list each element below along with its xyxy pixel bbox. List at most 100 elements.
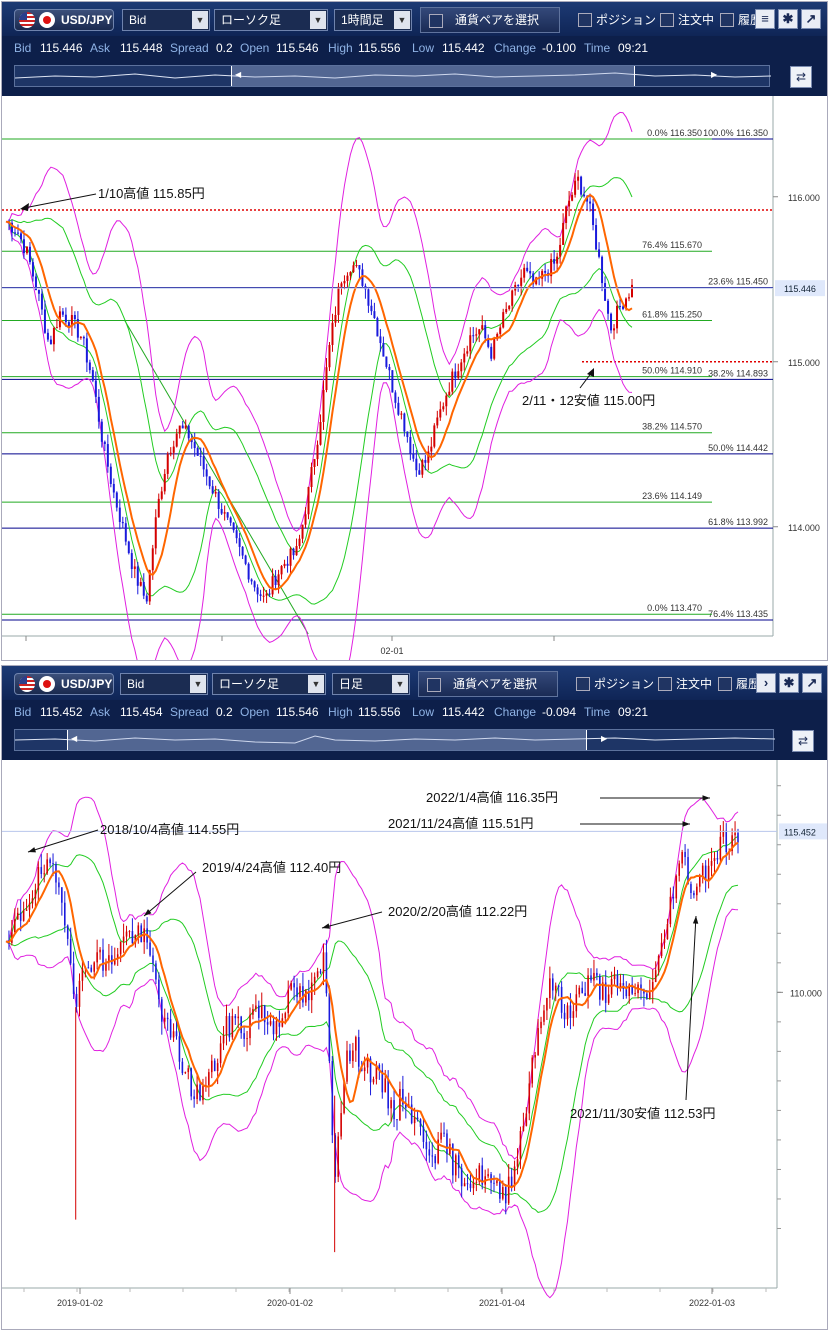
candle-body (487, 1174, 489, 1177)
chevron-right-icon[interactable]: › (756, 673, 776, 693)
top-chart-type-select[interactable]: ローソク足 ▼ (214, 9, 328, 31)
candle-body (535, 277, 538, 285)
arrowhead-icon (322, 923, 330, 929)
menu-icon[interactable]: ≡ (755, 9, 775, 29)
bottom-history-toggle[interactable]: 履歴 (718, 676, 760, 692)
top-timeframe-select[interactable]: 1時間足 ▼ (334, 9, 412, 31)
bottom-chart-type-select[interactable]: ローソク足 ▼ (212, 673, 326, 695)
top-pair-button[interactable]: USD/JPY (14, 9, 114, 31)
candle-body (349, 1050, 351, 1062)
quote-value: 115.556 (358, 41, 401, 55)
bottom-range-scroller[interactable]: ◀ ▶ (14, 729, 775, 751)
candle-body (601, 256, 604, 284)
candle-body (22, 239, 25, 254)
arrowhead-icon (692, 916, 699, 924)
x-tick-label: 2019-01-02 (57, 1298, 103, 1308)
quote-value: -0.100 (542, 41, 577, 55)
expand-icon[interactable]: ↗ (801, 9, 821, 29)
zoom-toggle-icon[interactable]: ⇄ (790, 66, 812, 88)
candle-body (266, 1022, 269, 1025)
fib-level-label: 50.0% 114.910 (642, 366, 702, 376)
candle-body (337, 286, 340, 315)
candle-body (262, 595, 265, 597)
candle-body (208, 476, 211, 487)
candle-body (592, 203, 595, 226)
bollinger-upper-2sd (5, 796, 739, 1160)
candle-body (58, 882, 60, 888)
quote-value: 0.2 (216, 705, 233, 719)
candle-body (296, 987, 298, 998)
candle-body (557, 985, 560, 987)
candle-body (478, 329, 481, 335)
candle-body (119, 941, 122, 955)
candle-body (373, 311, 376, 318)
candle-body (669, 896, 672, 925)
quote-label: Bid (14, 41, 32, 55)
candle-body (581, 987, 583, 994)
bottom-range-window[interactable] (67, 730, 587, 750)
candle-body (128, 931, 131, 933)
fib-level-label: 0.0% 116.350 (647, 128, 702, 138)
top-order-toggle[interactable]: 注文中 (660, 12, 714, 28)
candle-body (145, 595, 148, 602)
candle-body (343, 1081, 345, 1114)
candle-body (390, 1100, 392, 1109)
zoom-toggle-icon[interactable]: ⇄ (792, 730, 814, 752)
chevron-right-icon[interactable]: ▶ (601, 734, 608, 743)
candle-body (16, 232, 19, 234)
candle-body (108, 955, 110, 963)
candle-body (510, 1176, 513, 1187)
candle-body (202, 1086, 204, 1101)
bottom-order-toggle[interactable]: 注文中 (658, 676, 712, 692)
top-choose-pair-button[interactable]: 通貨ペアを選択 (420, 7, 560, 33)
bottom-price-type-select[interactable]: Bid ▼ (120, 673, 208, 695)
candle-body (158, 979, 160, 1000)
top-choose-pair-label: 通貨ペアを選択 (455, 13, 540, 27)
top-position-toggle[interactable]: ポジション (578, 12, 656, 28)
candle-body (391, 370, 394, 393)
candle-body (517, 285, 520, 287)
bottom-position-toggle[interactable]: ポジション (576, 676, 654, 692)
candle-body (298, 538, 301, 547)
candle-body (178, 425, 181, 434)
candle-body (367, 289, 370, 306)
candle-body (355, 265, 358, 267)
candle-body (234, 1015, 237, 1019)
quote-label: Ask (90, 41, 111, 55)
gear-icon[interactable]: ✱ (779, 673, 799, 693)
candle-body (402, 1088, 404, 1105)
bottom-timeframe-select[interactable]: 日足 ▼ (332, 673, 410, 695)
candle-body (28, 903, 31, 910)
top-price-type-select[interactable]: Bid ▼ (122, 9, 210, 31)
candle-body (19, 233, 22, 240)
candle-body (334, 1135, 337, 1177)
candle-body (693, 892, 695, 896)
chevron-left-icon[interactable]: ◀ (71, 734, 78, 743)
candle-body (225, 1015, 228, 1036)
bottom-choose-pair-button[interactable]: 通貨ペアを選択 (418, 671, 558, 697)
candle-body (427, 451, 430, 463)
bollinger-upper-1sd (5, 177, 633, 553)
gear-icon[interactable]: ✱ (778, 9, 798, 29)
expand-icon[interactable]: ↗ (802, 673, 822, 693)
candle-body (610, 313, 613, 331)
quote-label: Change (494, 705, 537, 719)
chevron-left-icon[interactable]: ◀ (235, 70, 242, 79)
candle-body (472, 1182, 475, 1189)
y-tick-label: 115.000 (788, 358, 820, 368)
candle-body (472, 335, 475, 337)
candle-body (325, 952, 328, 994)
candle-body (422, 1126, 425, 1142)
arrowhead-icon (28, 847, 36, 853)
candle-body (155, 963, 157, 980)
chevron-right-icon[interactable]: ▶ (711, 70, 718, 79)
candle-body (513, 1166, 516, 1187)
quote-label: Open (240, 41, 270, 55)
top-range-window[interactable] (231, 66, 635, 86)
candle-body (113, 959, 116, 965)
candle-body (531, 1057, 534, 1084)
bottom-pair-button[interactable]: USD/JPY (14, 673, 114, 695)
candle-body (187, 425, 190, 439)
annotation-label: 1/10高値 115.85円 (98, 186, 205, 201)
top-range-scroller[interactable]: ◀ ▶ (14, 65, 771, 87)
